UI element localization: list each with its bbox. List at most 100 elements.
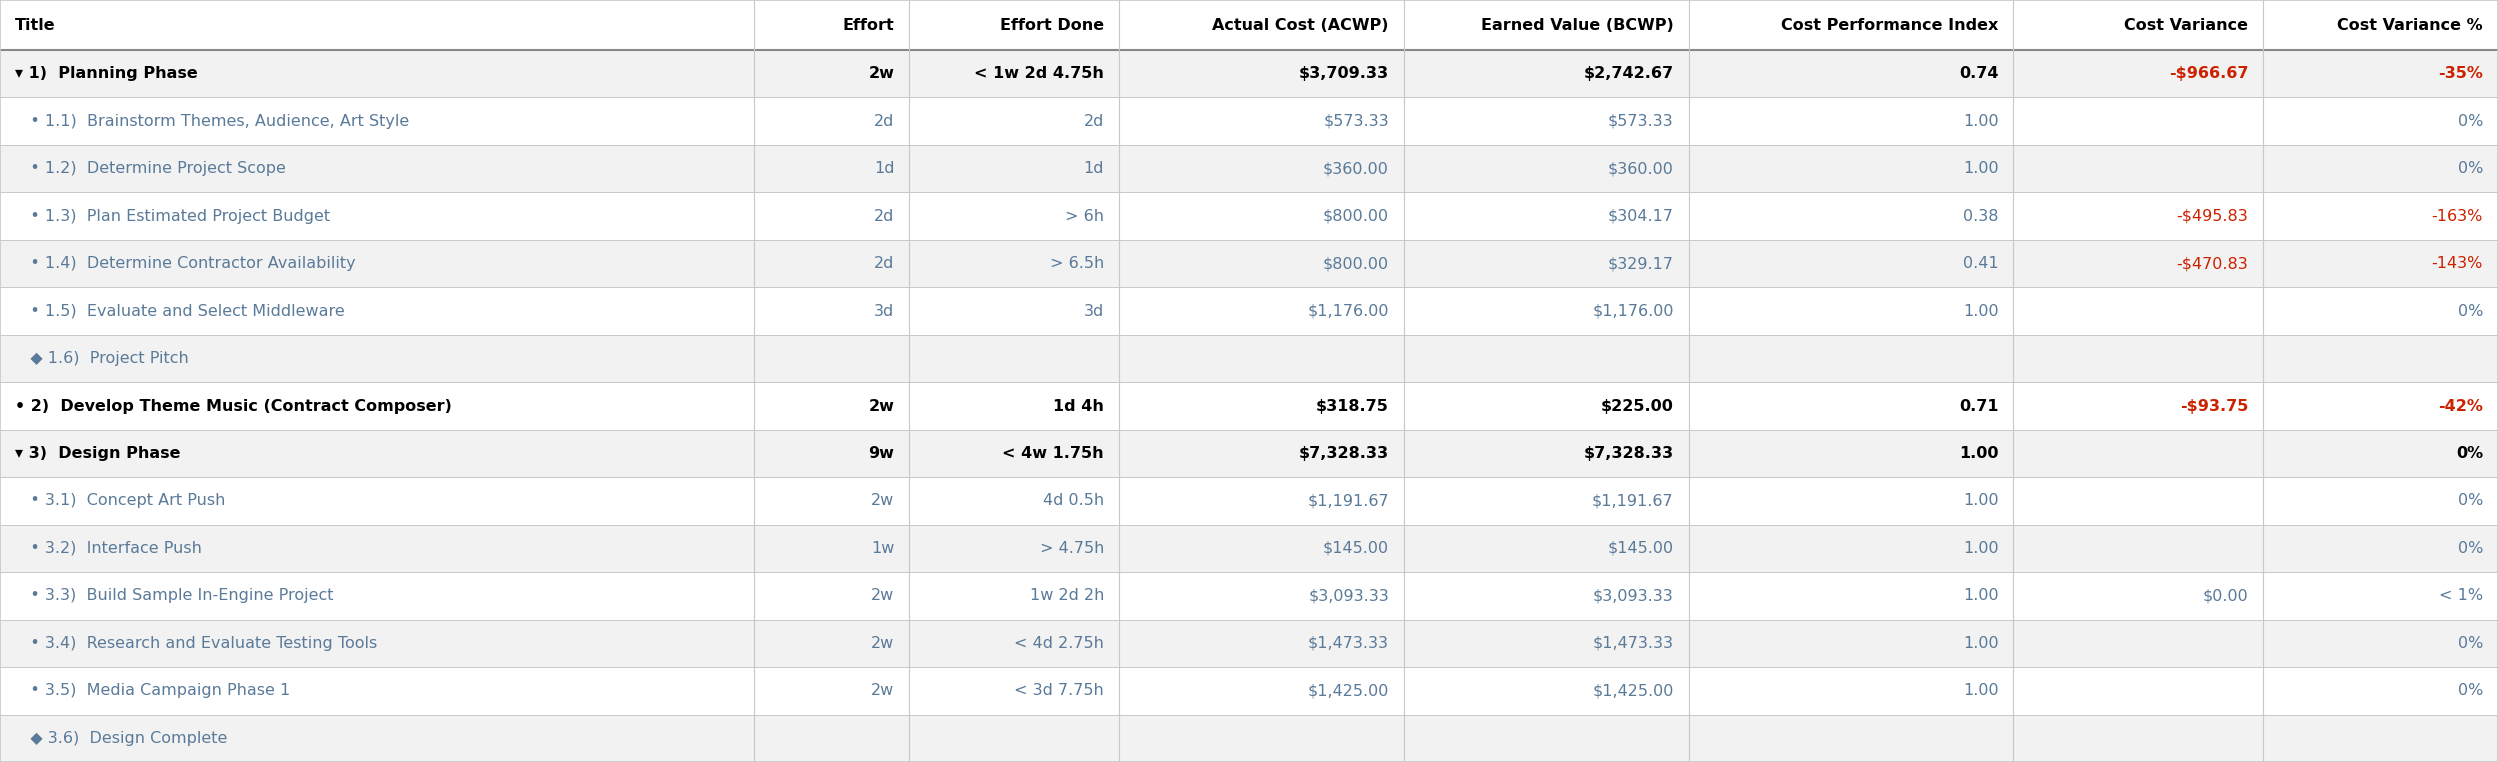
Text: $3,093.33: $3,093.33 (1594, 588, 1674, 604)
Text: 1.00: 1.00 (1963, 636, 1998, 651)
Text: $0.00: $0.00 (2203, 588, 2248, 604)
Bar (0, 383, 2498, 430)
Text: $1,176.00: $1,176.00 (1591, 303, 1674, 319)
Text: $225.00: $225.00 (1601, 399, 1674, 414)
Text: 1.00: 1.00 (1963, 494, 1998, 508)
Text: 1.00: 1.00 (1963, 588, 1998, 604)
Text: 1w: 1w (872, 541, 894, 556)
Text: 0%: 0% (2458, 494, 2483, 508)
Text: < 4d 2.75h: < 4d 2.75h (1014, 636, 1104, 651)
Text: $800.00: $800.00 (1324, 209, 1389, 223)
Text: $145.00: $145.00 (1324, 541, 1389, 556)
Text: 1.00: 1.00 (1963, 303, 1998, 319)
Text: $1,473.33: $1,473.33 (1309, 636, 1389, 651)
Text: 0.74: 0.74 (1958, 66, 1998, 82)
Text: 2d: 2d (1084, 114, 1104, 129)
Text: ▾ 1)  Planning Phase: ▾ 1) Planning Phase (15, 66, 197, 82)
Text: 2w: 2w (872, 588, 894, 604)
Bar (0, 335, 2498, 383)
Text: Cost Variance %: Cost Variance % (2338, 18, 2483, 33)
Text: 1.00: 1.00 (1958, 446, 1998, 461)
Text: 2d: 2d (874, 209, 894, 223)
Text: -163%: -163% (2431, 209, 2483, 223)
Text: $360.00: $360.00 (1609, 162, 1674, 176)
Text: 2w: 2w (872, 494, 894, 508)
Bar (0, 145, 2498, 193)
Text: • 3.3)  Build Sample In-Engine Project: • 3.3) Build Sample In-Engine Project (15, 588, 335, 604)
Text: -35%: -35% (2438, 66, 2483, 82)
Text: • 3.2)  Interface Push: • 3.2) Interface Push (15, 541, 202, 556)
Text: Title: Title (15, 18, 55, 33)
Text: $2,742.67: $2,742.67 (1584, 66, 1674, 82)
Text: • 1.1)  Brainstorm Themes, Audience, Art Style: • 1.1) Brainstorm Themes, Audience, Art … (15, 114, 410, 129)
Text: • 2)  Develop Theme Music (Contract Composer): • 2) Develop Theme Music (Contract Compo… (15, 399, 452, 414)
Text: • 1.5)  Evaluate and Select Middleware: • 1.5) Evaluate and Select Middleware (15, 303, 345, 319)
Text: -143%: -143% (2431, 256, 2483, 271)
Text: $304.17: $304.17 (1609, 209, 1674, 223)
Text: ▾ 3)  Design Phase: ▾ 3) Design Phase (15, 446, 180, 461)
Text: 1d: 1d (1084, 162, 1104, 176)
Bar (0, 715, 2498, 762)
Text: 1w 2d 2h: 1w 2d 2h (1029, 588, 1104, 604)
Bar (0, 240, 2498, 287)
Text: $3,709.33: $3,709.33 (1299, 66, 1389, 82)
Text: 0%: 0% (2458, 162, 2483, 176)
Text: $3,093.33: $3,093.33 (1309, 588, 1389, 604)
Text: 3d: 3d (1084, 303, 1104, 319)
Text: 2d: 2d (874, 114, 894, 129)
Bar (0, 667, 2498, 715)
Bar (0, 572, 2498, 620)
Text: $329.17: $329.17 (1609, 256, 1674, 271)
Text: Effort Done: Effort Done (999, 18, 1104, 33)
Text: $1,176.00: $1,176.00 (1306, 303, 1389, 319)
Text: $1,191.67: $1,191.67 (1306, 494, 1389, 508)
Text: $7,328.33: $7,328.33 (1584, 446, 1674, 461)
Text: 3d: 3d (874, 303, 894, 319)
Bar (0, 0, 2498, 50)
Bar (0, 430, 2498, 477)
Text: 1.00: 1.00 (1963, 541, 1998, 556)
Text: < 1w 2d 4.75h: < 1w 2d 4.75h (974, 66, 1104, 82)
Text: $318.75: $318.75 (1316, 399, 1389, 414)
Text: < 4w 1.75h: < 4w 1.75h (1002, 446, 1104, 461)
Text: 2w: 2w (872, 636, 894, 651)
Text: -$93.75: -$93.75 (2181, 399, 2248, 414)
Text: > 4.75h: > 4.75h (1039, 541, 1104, 556)
Text: $360.00: $360.00 (1324, 162, 1389, 176)
Text: 0.41: 0.41 (1963, 256, 1998, 271)
Text: 0%: 0% (2456, 446, 2483, 461)
Text: $1,425.00: $1,425.00 (1306, 684, 1389, 698)
Text: 1d: 1d (874, 162, 894, 176)
Text: ◆ 1.6)  Project Pitch: ◆ 1.6) Project Pitch (15, 351, 190, 366)
Text: • 1.4)  Determine Contractor Availability: • 1.4) Determine Contractor Availability (15, 256, 355, 271)
Text: < 3d 7.75h: < 3d 7.75h (1014, 684, 1104, 698)
Text: • 1.3)  Plan Estimated Project Budget: • 1.3) Plan Estimated Project Budget (15, 209, 330, 223)
Text: Cost Performance Index: Cost Performance Index (1781, 18, 1998, 33)
Text: ◆ 3.6)  Design Complete: ◆ 3.6) Design Complete (15, 731, 227, 746)
Bar (0, 525, 2498, 572)
Text: -$470.83: -$470.83 (2176, 256, 2248, 271)
Text: 9w: 9w (869, 446, 894, 461)
Text: 1.00: 1.00 (1963, 684, 1998, 698)
Text: • 1.2)  Determine Project Scope: • 1.2) Determine Project Scope (15, 162, 285, 176)
Text: 4d 0.5h: 4d 0.5h (1044, 494, 1104, 508)
Text: $1,473.33: $1,473.33 (1594, 636, 1674, 651)
Text: Cost Variance: Cost Variance (2123, 18, 2248, 33)
Text: > 6h: > 6h (1064, 209, 1104, 223)
Text: $800.00: $800.00 (1324, 256, 1389, 271)
Text: $7,328.33: $7,328.33 (1299, 446, 1389, 461)
Text: > 6.5h: > 6.5h (1049, 256, 1104, 271)
Bar (0, 193, 2498, 240)
Text: -$966.67: -$966.67 (2168, 66, 2248, 82)
Text: 2w: 2w (869, 399, 894, 414)
Bar (0, 477, 2498, 525)
Text: Actual Cost (ACWP): Actual Cost (ACWP) (1212, 18, 1389, 33)
Bar (0, 620, 2498, 667)
Text: Earned Value (BCWP): Earned Value (BCWP) (1481, 18, 1674, 33)
Text: 0%: 0% (2458, 541, 2483, 556)
Text: -$495.83: -$495.83 (2176, 209, 2248, 223)
Text: 0%: 0% (2458, 303, 2483, 319)
Text: 0%: 0% (2458, 684, 2483, 698)
Text: $573.33: $573.33 (1324, 114, 1389, 129)
Text: $573.33: $573.33 (1609, 114, 1674, 129)
